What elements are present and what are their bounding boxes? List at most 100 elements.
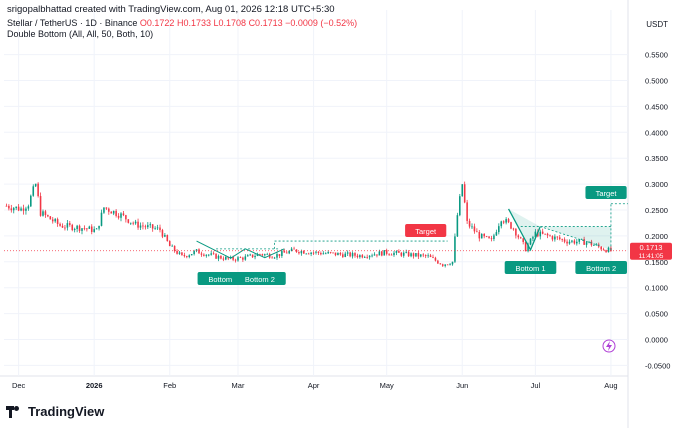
close-value: C0.1713 <box>248 18 283 28</box>
candle-body <box>225 256 227 260</box>
candle-body <box>39 196 42 216</box>
candle-body <box>22 208 25 211</box>
x-tick-label: Feb <box>163 381 176 390</box>
candle-body <box>207 254 210 256</box>
candle-body <box>83 228 86 230</box>
candle-body <box>69 223 71 225</box>
candle-body <box>227 256 230 259</box>
candle-body <box>583 239 585 245</box>
pattern-2-bottom-2-label-bg <box>575 261 627 274</box>
candle-body <box>420 254 422 257</box>
candle-body <box>444 264 446 266</box>
candle-body <box>181 252 183 255</box>
candle-body <box>417 253 420 257</box>
y-tick-label: 0.3000 <box>645 180 668 189</box>
candle-body <box>381 251 383 256</box>
candle-body <box>59 223 61 226</box>
candle-body <box>363 257 366 258</box>
candle-body <box>483 233 485 237</box>
candle-body <box>532 237 534 239</box>
candle-body <box>517 235 520 238</box>
candle-body <box>71 224 74 231</box>
candle-body <box>351 253 354 257</box>
candle-body <box>261 254 264 256</box>
candle-body <box>485 236 488 238</box>
candle-body <box>200 253 203 255</box>
candle-body <box>17 206 20 211</box>
candle-body <box>56 219 59 224</box>
candle-body <box>315 251 317 253</box>
candle-body <box>8 205 10 209</box>
pattern-1-bottom-2-label-bg <box>234 272 286 285</box>
countdown-value: 11:41:05 <box>639 253 664 260</box>
candle-body <box>558 237 561 240</box>
candle-body <box>115 210 117 216</box>
candle-body <box>544 233 546 235</box>
brand-name: TradingView <box>28 404 105 419</box>
candle-body <box>237 257 239 261</box>
x-tick-label: Mar <box>232 381 245 390</box>
candle-body <box>478 231 481 239</box>
y-tick-label: -0.0500 <box>645 361 670 370</box>
candle-body <box>317 251 320 254</box>
x-tick-label: Jul <box>531 381 541 390</box>
candle-body <box>37 183 39 197</box>
candle-body <box>198 249 200 254</box>
candle-body <box>154 228 156 230</box>
high-value: H0.1733 <box>176 18 211 28</box>
candle-body <box>27 206 30 209</box>
candle-body <box>90 226 93 232</box>
candle-body <box>554 236 556 240</box>
candle-body <box>424 255 427 257</box>
candle-body <box>398 251 400 253</box>
candle-body <box>210 253 212 255</box>
candle-body <box>527 244 529 252</box>
candle-body <box>422 254 425 256</box>
candle-body <box>98 225 100 229</box>
candle-body <box>271 257 273 259</box>
candle-body <box>244 256 247 260</box>
candle-body <box>212 253 215 255</box>
candle-body <box>446 264 449 266</box>
candle-body <box>390 254 393 256</box>
candle-body <box>142 225 144 227</box>
candle-body <box>93 229 95 232</box>
candle-body <box>193 251 195 255</box>
candle-body <box>402 252 405 256</box>
candle-body <box>415 253 417 257</box>
candle-body <box>468 220 471 227</box>
candle-body <box>73 229 76 231</box>
candle-body <box>344 253 347 257</box>
x-tick-label: 2026 <box>86 381 103 390</box>
candle-body <box>139 225 142 228</box>
candle-body <box>427 255 429 257</box>
candle-body <box>144 226 147 228</box>
candle-body <box>220 255 222 259</box>
candle-body <box>361 255 364 258</box>
change-value: −0.0009 (−0.52%) <box>285 18 358 28</box>
candle-body <box>437 260 439 264</box>
candle-body <box>541 231 544 234</box>
candle-body <box>473 226 476 232</box>
candle-body <box>539 231 542 237</box>
pattern-1-bottom-2-label: Bottom 2 <box>245 275 275 284</box>
candle-body <box>356 255 359 258</box>
pattern-2-target-label: Target <box>596 189 618 198</box>
candle-body <box>173 245 176 251</box>
candle-body <box>25 208 27 211</box>
candle-body <box>459 196 461 216</box>
candle-body <box>534 231 537 238</box>
x-tick-label: Jun <box>456 381 468 390</box>
candle-body <box>149 224 152 226</box>
candle-body <box>451 261 454 265</box>
candle-body <box>264 254 266 256</box>
candle-body <box>515 228 517 236</box>
candle-body <box>190 254 193 256</box>
candle-body <box>471 226 473 228</box>
pattern-2-bottom-1-label: Bottom 1 <box>515 264 545 273</box>
candle-body <box>12 208 15 211</box>
candle-body <box>320 253 322 255</box>
candle-body <box>205 254 208 256</box>
candle-body <box>259 254 261 255</box>
